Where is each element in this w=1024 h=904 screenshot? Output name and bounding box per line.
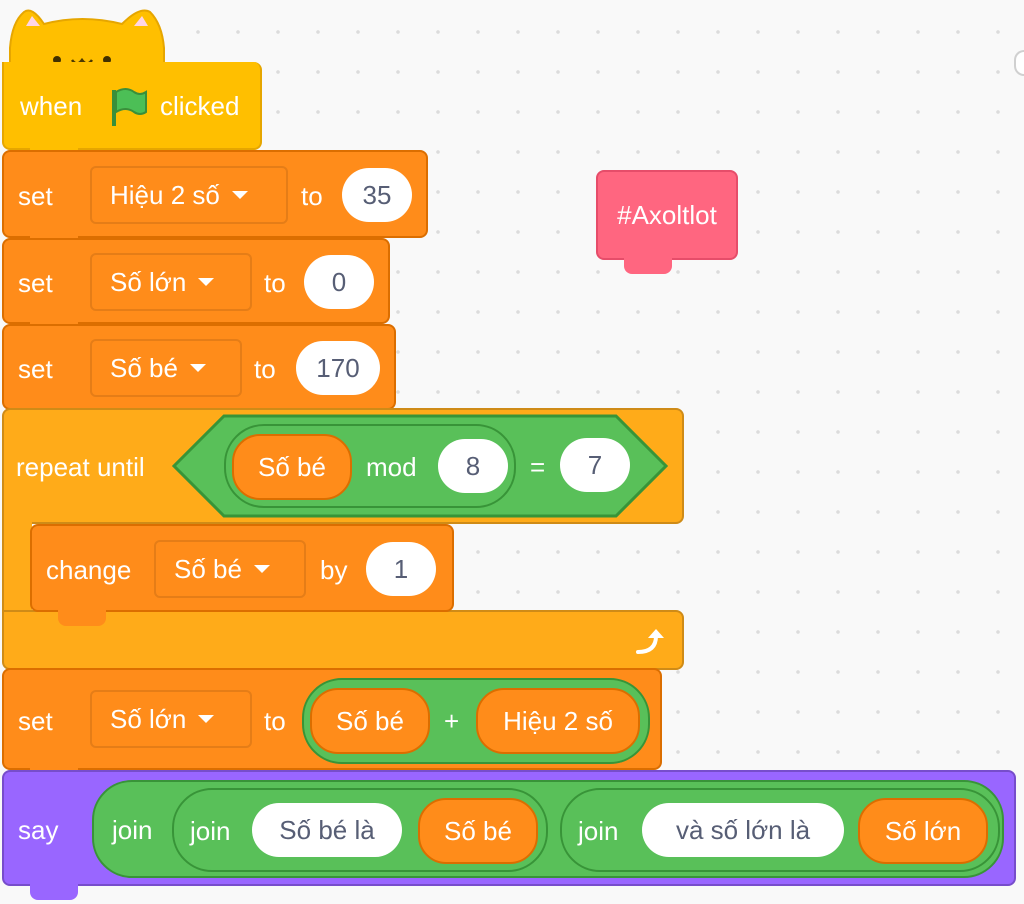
set-label: set: [18, 268, 53, 298]
block-nub: [30, 884, 78, 900]
variable-reporter[interactable]: Số bé: [418, 798, 538, 864]
join-reporter[interactable]: join Số bé là Số bé: [172, 788, 548, 872]
to-label: to: [301, 181, 323, 211]
join-label: join: [190, 816, 231, 846]
mod-operator-reporter[interactable]: Số bé mod 8: [224, 424, 516, 508]
join-label: join: [112, 815, 153, 845]
mod-value-input[interactable]: 8: [438, 439, 508, 493]
variable-name: Hiệu 2 số: [110, 179, 220, 210]
by-label: by: [320, 555, 348, 585]
to-label: to: [264, 268, 286, 298]
set-variable-block[interactable]: set Số lớn to 0: [2, 238, 390, 324]
axolotl-tag-block[interactable]: #Axoltlot: [596, 170, 738, 260]
variable-dropdown[interactable]: Số bé: [90, 339, 242, 397]
to-label: to: [254, 354, 276, 384]
variable-reporter[interactable]: Số bé: [310, 688, 430, 754]
block-nub: [58, 610, 106, 626]
when-label: when: [20, 91, 83, 121]
value-input[interactable]: 0: [304, 255, 374, 309]
join-label: join: [578, 816, 619, 846]
say-label: say: [18, 815, 59, 845]
repeat-until-arm: [2, 518, 32, 618]
join-reporter[interactable]: join và số lớn là Số lớn: [560, 788, 1000, 872]
variable-reporter[interactable]: Số lớn: [858, 798, 988, 864]
text-input[interactable]: Số bé là: [252, 803, 402, 857]
variable-name: Số bé: [110, 352, 178, 383]
variable-name: Số bé: [174, 553, 242, 584]
variable-reporter[interactable]: Số bé: [232, 434, 352, 500]
variable-reporter[interactable]: Hiệu 2 số: [476, 688, 640, 754]
set-variable-block[interactable]: set Số bé to 170: [2, 324, 396, 410]
mod-label: mod: [366, 452, 417, 482]
variable-dropdown[interactable]: Số bé: [154, 540, 306, 598]
text-input[interactable]: và số lớn là: [642, 803, 844, 857]
dropdown-caret-icon: [253, 565, 270, 573]
plus-operator-reporter[interactable]: Số bé + Hiệu 2 số: [302, 678, 650, 764]
plus-label: +: [444, 706, 460, 736]
variable-name: Số lớn: [110, 266, 187, 297]
tag-nub: [624, 258, 672, 274]
dropdown-caret-icon: [231, 191, 248, 199]
to-label: to: [264, 706, 286, 736]
dropdown-caret-icon: [198, 715, 215, 723]
loop-arrow-icon: [636, 629, 664, 654]
repeat-until-label: repeat until: [16, 452, 145, 482]
set-variable-block[interactable]: set Hiệu 2 số to 35: [2, 150, 428, 238]
partial-offscreen-shape: [1014, 50, 1024, 76]
set-variable-block[interactable]: set Số lớn to Số bé + Hiệu 2 số: [2, 668, 662, 770]
dropdown-caret-icon: [189, 364, 206, 372]
set-label: set: [18, 181, 53, 211]
join-outer-reporter[interactable]: join join Số bé là Số bé join và số lớn …: [92, 780, 1004, 878]
repeat-until-block[interactable]: repeat until Số bé mod 8 = 7: [2, 408, 684, 670]
when-flag-clicked-block[interactable]: when clicked: [2, 62, 262, 150]
value-input[interactable]: 1: [366, 542, 436, 596]
variable-name: Số lớn: [110, 703, 187, 734]
change-variable-block[interactable]: change Số bé by 1: [30, 524, 454, 612]
set-label: set: [18, 706, 53, 736]
set-label: set: [18, 354, 53, 384]
variable-dropdown[interactable]: Số lớn: [90, 690, 252, 748]
cat-ears-icon: [9, 9, 165, 73]
variable-dropdown[interactable]: Hiệu 2 số: [90, 166, 288, 224]
tag-label: #Axoltlot: [617, 199, 717, 230]
value-input[interactable]: 170: [296, 341, 380, 395]
variable-dropdown[interactable]: Số lớn: [90, 253, 252, 311]
change-label: change: [46, 555, 132, 585]
equals-label: =: [530, 452, 546, 482]
equals-value-input[interactable]: 7: [560, 438, 630, 492]
cat-hat-decoration: [2, 4, 172, 74]
dropdown-caret-icon: [198, 278, 215, 286]
green-flag-icon[interactable]: [106, 86, 148, 128]
clicked-label: clicked: [160, 91, 240, 121]
value-input[interactable]: 35: [342, 168, 412, 222]
say-block[interactable]: say join join Số bé là Số bé join và số …: [2, 770, 1016, 886]
